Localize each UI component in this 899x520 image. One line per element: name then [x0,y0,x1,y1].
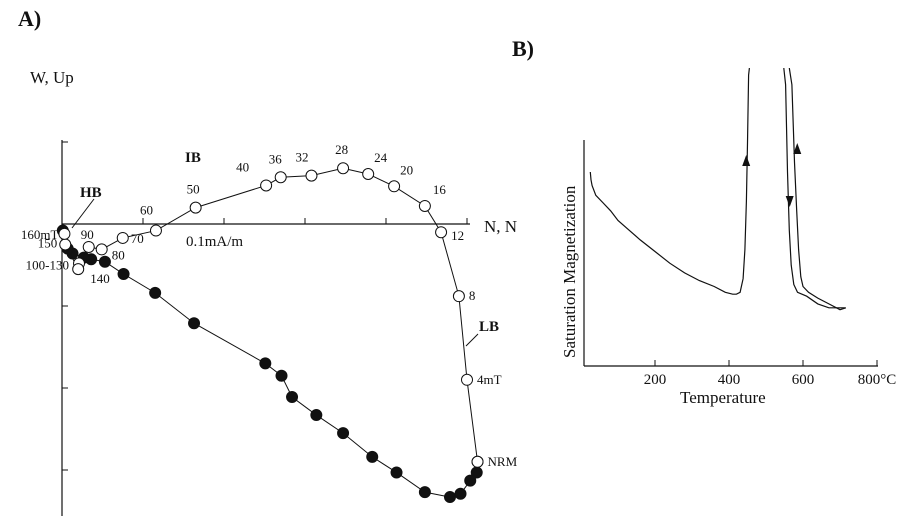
filled-point [337,427,350,440]
step-label: 80 [112,247,125,262]
step-label: 36 [269,151,283,166]
open-point [388,180,401,193]
open-point [189,201,202,214]
filled-point [149,286,162,299]
step-label: 12 [451,228,464,243]
open-point [461,373,473,386]
step-label: 140 [90,271,110,286]
open-point [435,226,448,239]
zijderveld-scale-label: 0.1mA/m [186,234,243,250]
step-label: 90 [81,227,94,242]
filled-point [310,409,323,422]
open-point [305,169,318,182]
filled-point [188,317,201,330]
filled-point [366,450,379,463]
thermo-curve-3 [788,68,847,311]
lb-leader-line [465,333,479,347]
thermo-x-tick-label: 600 [792,372,815,388]
step-label: 50 [187,182,200,197]
step-label: 32 [295,150,308,165]
step-label: 100-130 [26,257,69,272]
open-point [452,290,465,303]
filled-point [418,486,431,499]
thermo-y-axis-label: Saturation Magnetization [560,185,579,358]
thermo-x-axis-label: Temperature [680,388,766,407]
thermomagnetic-plot: 200 400 600 800°C [583,68,897,388]
step-label: 70 [131,231,144,246]
open-point [59,238,72,251]
filled-point [286,391,299,404]
open-point [337,162,350,175]
step-label: 60 [140,203,153,218]
step-label: 40 [236,159,249,174]
cooling-arrow [785,196,794,207]
open-point [471,455,484,468]
thermo-x-tick-label: 200 [644,372,667,388]
step-label: 20 [400,162,413,177]
annotation-hb: HB [80,185,102,201]
step-label: 160mT [21,227,59,242]
annotation-ib: IB [185,150,201,166]
filled-point [117,268,130,281]
open-point [260,179,273,192]
zijderveld-plot: NRM 4mT 8 12 16 20 24 28 32 36 40 50 60 70 80 90 100-130… [21,140,518,516]
step-label: 4mT [477,372,502,387]
hb-leader-line [71,198,95,229]
open-point [274,171,287,184]
heating-arrow-2 [793,143,802,154]
filled-point [443,491,456,504]
step-label: 8 [469,288,476,303]
filled-point [259,357,272,370]
zijderveld-x-axis-label: N, N [484,217,517,236]
thermo-x-tick-label: 400 [718,372,741,388]
open-point [58,227,71,240]
open-point [95,243,108,256]
filled-point [390,466,403,479]
filled-point [275,369,288,382]
open-point [82,240,95,253]
thermo-x-tick-label: 800°C [858,372,897,388]
filled-point [464,474,477,487]
panel-b-label: B) [512,36,534,61]
horizontal-projection-line [63,167,479,462]
step-label: 24 [374,150,388,165]
step-label: 150 [38,236,58,251]
open-point [418,199,431,212]
annotation-lb: LB [479,319,499,335]
zijderveld-y-axis-label: W, Up [30,68,74,87]
filled-point [98,255,111,268]
open-point [116,231,129,244]
filled-point [454,487,467,500]
heating-arrow-1 [742,155,751,166]
open-point [362,167,375,180]
step-label: NRM [488,454,518,469]
thermo-curve-1 [589,68,750,295]
panel-a-label: A) [18,6,41,31]
step-label: 16 [433,182,447,197]
step-label: 28 [335,142,348,157]
open-point [149,224,162,237]
thermo-curve-2 [783,68,846,309]
open-point [72,263,85,276]
